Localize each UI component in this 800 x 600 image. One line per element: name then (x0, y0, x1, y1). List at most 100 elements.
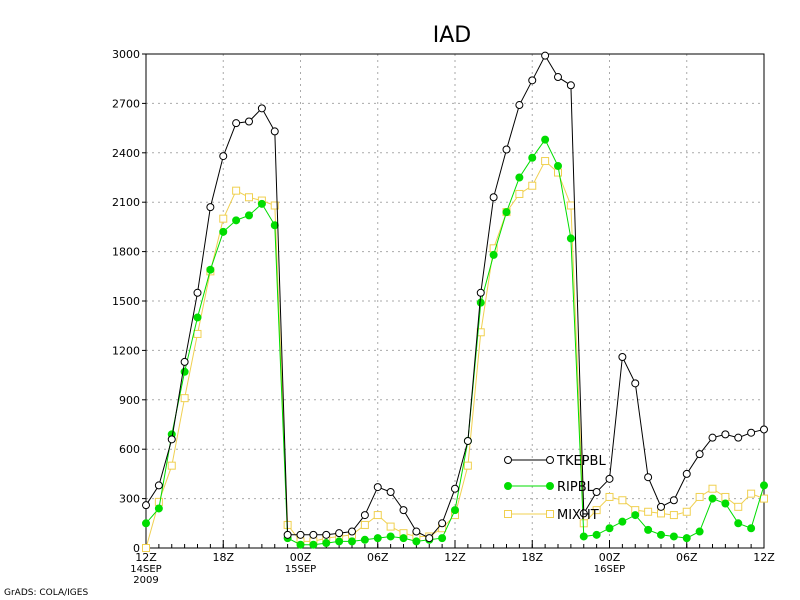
point-tkepbl (245, 117, 253, 126)
point-mixht (463, 461, 472, 470)
point-tkepbl (708, 433, 717, 442)
point-ripbl (618, 517, 627, 526)
point-ripbl (747, 524, 756, 533)
point-mixht (386, 522, 395, 531)
legend-marker (504, 482, 512, 490)
legend-label: MIXHT (557, 508, 599, 523)
point-mixht (721, 492, 730, 501)
point-ripbl (257, 199, 266, 208)
point-mixht (219, 214, 228, 223)
point-mixht (682, 507, 691, 516)
point-tkepbl (631, 379, 640, 388)
y-tick-label: 1500 (112, 295, 140, 308)
point-mixht (180, 394, 189, 403)
point-ripbl (708, 494, 717, 503)
point-tkepbl (193, 288, 202, 297)
point-tkepbl (425, 534, 434, 543)
footer-credit: GrADS: COLA/IGES (4, 588, 89, 598)
point-mixht (541, 157, 550, 166)
x-tick-label: 06Z (676, 551, 698, 564)
point-mixht (554, 168, 562, 177)
point-mixht (644, 507, 653, 516)
point-tkepbl (296, 530, 305, 539)
point-mixht (747, 489, 756, 498)
y-tick-label: 3000 (112, 48, 140, 61)
point-tkepbl (605, 474, 614, 483)
x-tick-sublabel: 14SEP (130, 564, 161, 575)
y-tick-label: 2400 (112, 147, 140, 160)
point-mixht (734, 502, 743, 511)
point-tkepbl (489, 193, 498, 202)
y-tick-label: 900 (119, 394, 140, 407)
point-ripbl (154, 504, 163, 513)
point-tkepbl (386, 488, 395, 497)
point-ripbl (219, 227, 228, 236)
point-ripbl (592, 530, 601, 539)
point-tkepbl (206, 203, 215, 212)
point-tkepbl (721, 430, 730, 439)
point-ripbl (682, 534, 691, 543)
y-tick-label: 600 (119, 443, 140, 456)
point-tkepbl (669, 496, 678, 505)
point-mixht (515, 189, 524, 198)
point-tkepbl (657, 502, 665, 511)
point-tkepbl (747, 428, 756, 437)
point-tkepbl (618, 352, 627, 361)
y-tick-label: 0 (133, 542, 140, 555)
point-mixht (657, 509, 665, 518)
point-tkepbl (463, 436, 472, 445)
point-mixht (528, 181, 537, 190)
point-ripbl (348, 537, 356, 546)
legend-entry-tkepbl: TKEPBL (504, 454, 606, 469)
x-tick-sublabel: 16SEP (594, 564, 625, 575)
point-ripbl (502, 208, 511, 217)
point-mixht (566, 201, 575, 210)
point-mixht (232, 186, 241, 195)
point-ripbl (309, 540, 318, 549)
x-tick-label: 00Z (290, 551, 312, 564)
y-tick-label: 1800 (112, 246, 140, 259)
legend-label: RIPBL (557, 480, 595, 495)
point-tkepbl (309, 530, 318, 539)
x-tick-sublabel: 2009 (133, 575, 158, 586)
legend-marker (504, 456, 512, 464)
point-tkepbl (348, 527, 356, 536)
point-tkepbl (682, 469, 691, 478)
y-tick-label: 2100 (112, 196, 140, 209)
point-ripbl (515, 173, 524, 182)
point-mixht (669, 511, 678, 520)
x-tick-label: 12Z (753, 551, 775, 564)
chart-title: IAD (433, 23, 471, 48)
point-tkepbl (142, 501, 150, 510)
point-ripbl (605, 524, 614, 533)
point-mixht (142, 544, 150, 552)
point-ripbl (695, 527, 704, 536)
point-mixht (154, 497, 163, 506)
point-tkepbl (335, 529, 344, 538)
point-ripbl (206, 265, 215, 274)
legend-entry-mixht: MIXHT (504, 508, 599, 523)
point-ripbl (373, 534, 382, 543)
series-layer (142, 51, 768, 552)
x-tick-label: 12Z (135, 551, 157, 564)
point-ripbl (734, 519, 743, 528)
point-ripbl (566, 234, 575, 243)
point-ripbl (193, 313, 202, 322)
point-tkepbl (502, 145, 511, 154)
point-ripbl (296, 540, 305, 549)
x-tick-label: 18Z (212, 551, 234, 564)
legend: TKEPBL RIPBL MIXHT (504, 454, 606, 523)
point-ripbl (554, 161, 562, 170)
y-tick-label: 300 (119, 493, 140, 506)
legend-label: TKEPBL (556, 454, 606, 469)
point-ripbl (528, 153, 537, 162)
point-tkepbl (541, 51, 550, 60)
point-tkepbl (734, 433, 743, 442)
point-tkepbl (154, 481, 163, 490)
point-tkepbl (579, 509, 588, 518)
point-mixht (605, 492, 614, 501)
legend-entry-ripbl: RIPBL (504, 480, 595, 495)
x-tick-label: 18Z (521, 551, 543, 564)
point-mixht (592, 506, 601, 515)
